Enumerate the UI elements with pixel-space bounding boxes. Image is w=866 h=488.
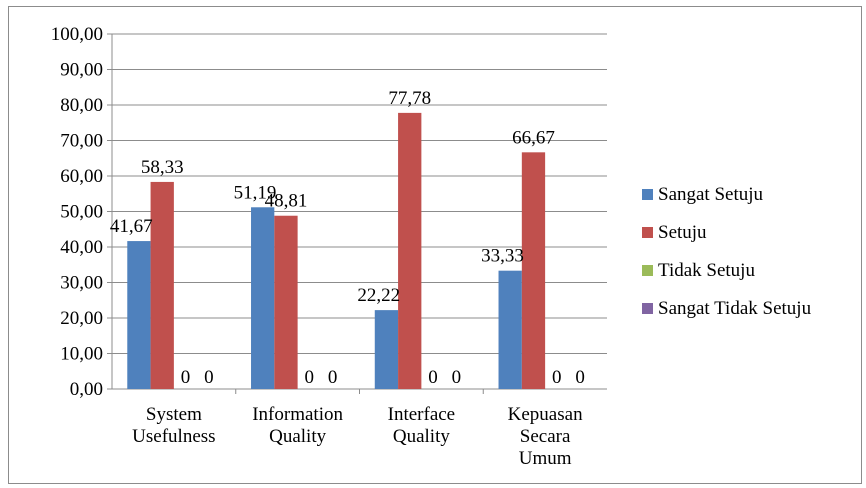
category-label: Interface [388,404,456,425]
data-label: 0 [204,367,214,388]
legend-label: Tidak Setuju [658,260,755,281]
data-label: 22,22 [357,285,400,306]
data-label: 0 [181,367,191,388]
category-label: System [146,404,202,425]
bar [374,310,399,389]
category-label: Umum [519,448,572,469]
data-label: 48,81 [265,191,308,212]
data-label: 58,33 [141,157,184,178]
data-label: 0 [552,367,562,388]
category-label: Quality [269,426,326,447]
data-label: 66,67 [512,127,555,148]
legend-label: Sangat Tidak Setuju [658,298,812,319]
chart-frame: 0,00 10,00 20,00 30,00 40,00 50,00 60,00 70,00 8… [8,6,862,484]
legend-swatch [642,265,653,276]
y-tick-label: 20,00 [60,308,103,329]
bar [150,181,174,389]
gridlines [112,33,607,354]
bar-chart: 0,00 10,00 20,00 30,00 40,00 50,00 60,00 70,00 8… [51,24,812,469]
data-label: 41,67 [110,216,153,237]
legend-swatch [642,189,653,200]
category-label: Secara [520,426,571,447]
legend-swatch [642,227,653,238]
bar [251,207,275,389]
category-label: Quality [393,426,450,447]
legend-label: Setuju [658,222,707,243]
y-tick-label: 70,00 [60,131,103,152]
bar [127,241,151,389]
y-tick-label: 40,00 [60,237,103,258]
data-label: 0 [575,367,585,388]
bar [521,152,546,389]
category-label: Kepuasan [508,404,583,425]
data-label: 77,78 [388,88,431,109]
axes: 0,00 10,00 20,00 30,00 40,00 50,00 60,00 70,00 8… [51,24,607,469]
category-label: Usefulness [132,426,215,447]
y-tick-label: 60,00 [60,166,103,187]
data-label: 0 [305,367,315,388]
legend-swatch [642,303,653,314]
legend: Sangat Setuju Setuju Tidak Setuju Sangat Ti… [642,184,812,319]
legend-label: Sangat Setuju [658,184,764,205]
data-label: 0 [452,367,462,388]
y-tick-label: 90,00 [60,60,103,81]
y-tick-label: 10,00 [60,344,103,365]
y-tick-label: 0,00 [70,379,103,400]
data-label: 0 [328,367,338,388]
bars [127,112,546,390]
bar [498,270,522,389]
y-tick-label: 100,00 [51,24,103,45]
y-tick-label: 30,00 [60,273,103,294]
bar [398,112,422,390]
y-tick-label: 80,00 [60,95,103,116]
category-label: Information [252,404,343,425]
data-label: 0 [428,367,438,388]
data-label: 51,19 [234,182,277,203]
data-label: 33,33 [481,246,524,267]
y-tick-label: 50,00 [60,202,103,223]
bar [274,215,298,389]
